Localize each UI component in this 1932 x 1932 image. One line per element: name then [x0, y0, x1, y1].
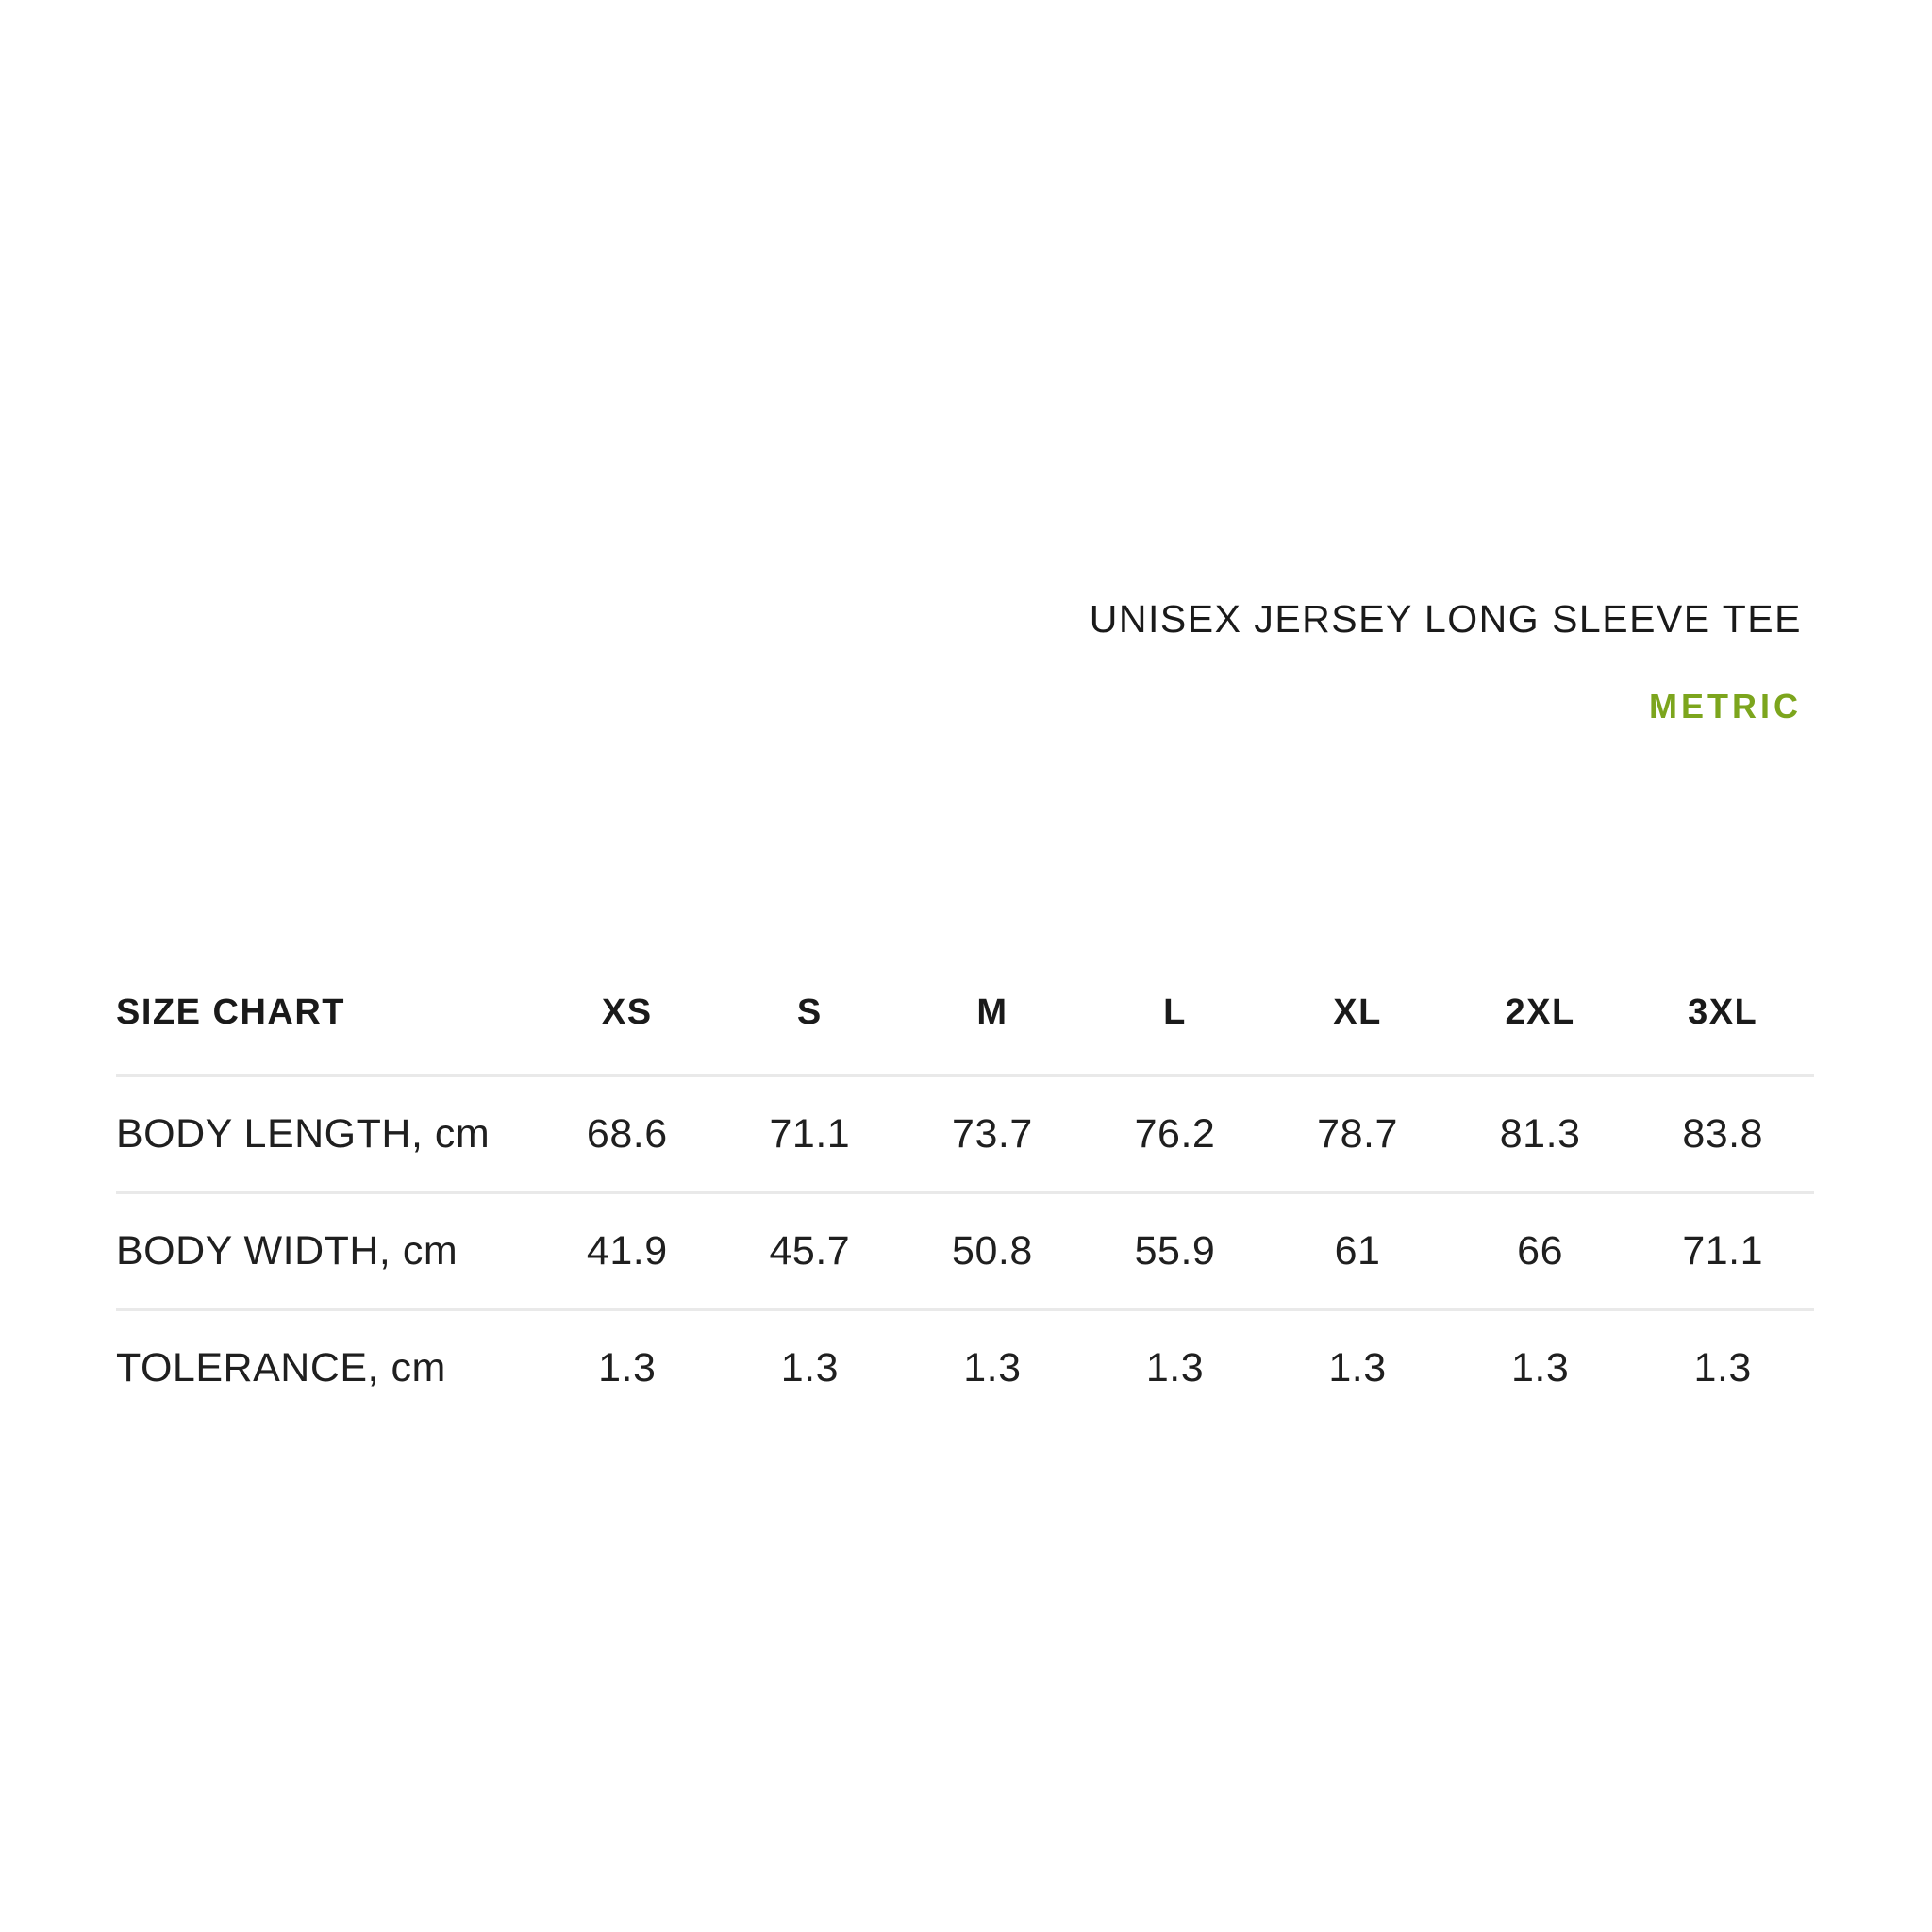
cell-value: 78.7 — [1266, 1075, 1449, 1194]
column-header-2xl: 2XL — [1448, 993, 1632, 1077]
cell-value: 73.7 — [901, 1075, 1084, 1194]
size-chart-header-row: SIZE CHART XS S M L XL 2XL 3XL — [116, 993, 1814, 1077]
column-header-xl: XL — [1266, 993, 1449, 1077]
unit-toggle-metric[interactable]: METRIC — [1649, 687, 1802, 725]
cell-value: 76.2 — [1083, 1075, 1267, 1194]
table-row: BODY LENGTH, cm 68.6 71.1 73.7 76.2 78.7 81.3 8… — [116, 1075, 1814, 1194]
cell-value: 66 — [1448, 1192, 1632, 1311]
column-header-xs: XS — [536, 993, 719, 1077]
row-label: BODY WIDTH, cm — [116, 1192, 536, 1311]
cell-value: 1.3 — [780, 1345, 839, 1391]
size-chart-title: SIZE CHART — [116, 993, 536, 1077]
cell-value: 1.3 — [1145, 1345, 1205, 1391]
cell-value: 1.3 — [598, 1345, 657, 1391]
table-row: BODY WIDTH, cm 41.9 45.7 50.8 55.9 61 66 71.1 — [116, 1192, 1814, 1311]
cell-value: 81.3 — [1448, 1075, 1632, 1194]
column-header-m: M — [901, 993, 1084, 1077]
cell-value: 1.3 — [1510, 1345, 1570, 1391]
table-row: TOLERANCE, cm 1.3 1.3 1.3 1.3 1.3 1.3 1.3 — [116, 1310, 1814, 1426]
title-block: UNISEX JERSEY LONG SLEEVE TEE METRIC — [1090, 596, 1802, 726]
cell-value: 1.3 — [963, 1345, 1022, 1391]
column-header-l: L — [1083, 993, 1267, 1077]
row-label: BODY LENGTH, cm — [116, 1075, 536, 1194]
cell-value: 71.1 — [718, 1075, 902, 1194]
cell-value: 68.6 — [536, 1075, 719, 1194]
cell-value: 1.3 — [1328, 1345, 1387, 1391]
cell-value: 83.8 — [1631, 1075, 1814, 1194]
cell-value: 50.8 — [901, 1192, 1084, 1311]
row-label: TOLERANCE, cm — [116, 1345, 446, 1391]
cell-value: 1.3 — [1693, 1345, 1752, 1391]
cell-value: 41.9 — [536, 1192, 719, 1311]
cell-value: 55.9 — [1083, 1192, 1267, 1311]
size-chart-body: BODY LENGTH, cm 68.6 71.1 73.7 76.2 78.7 81.3 8… — [116, 1075, 1814, 1426]
product-title: UNISEX JERSEY LONG SLEEVE TEE — [1089, 597, 1802, 641]
cell-value: 61 — [1266, 1192, 1449, 1311]
column-header-3xl: 3XL — [1631, 993, 1814, 1077]
size-chart-table: SIZE CHART XS S M L XL 2XL 3XL BODY LENGTH, cm… — [116, 993, 1814, 1425]
cell-value: 71.1 — [1631, 1192, 1814, 1311]
column-header-s: S — [718, 993, 902, 1077]
cell-value: 45.7 — [718, 1192, 902, 1311]
